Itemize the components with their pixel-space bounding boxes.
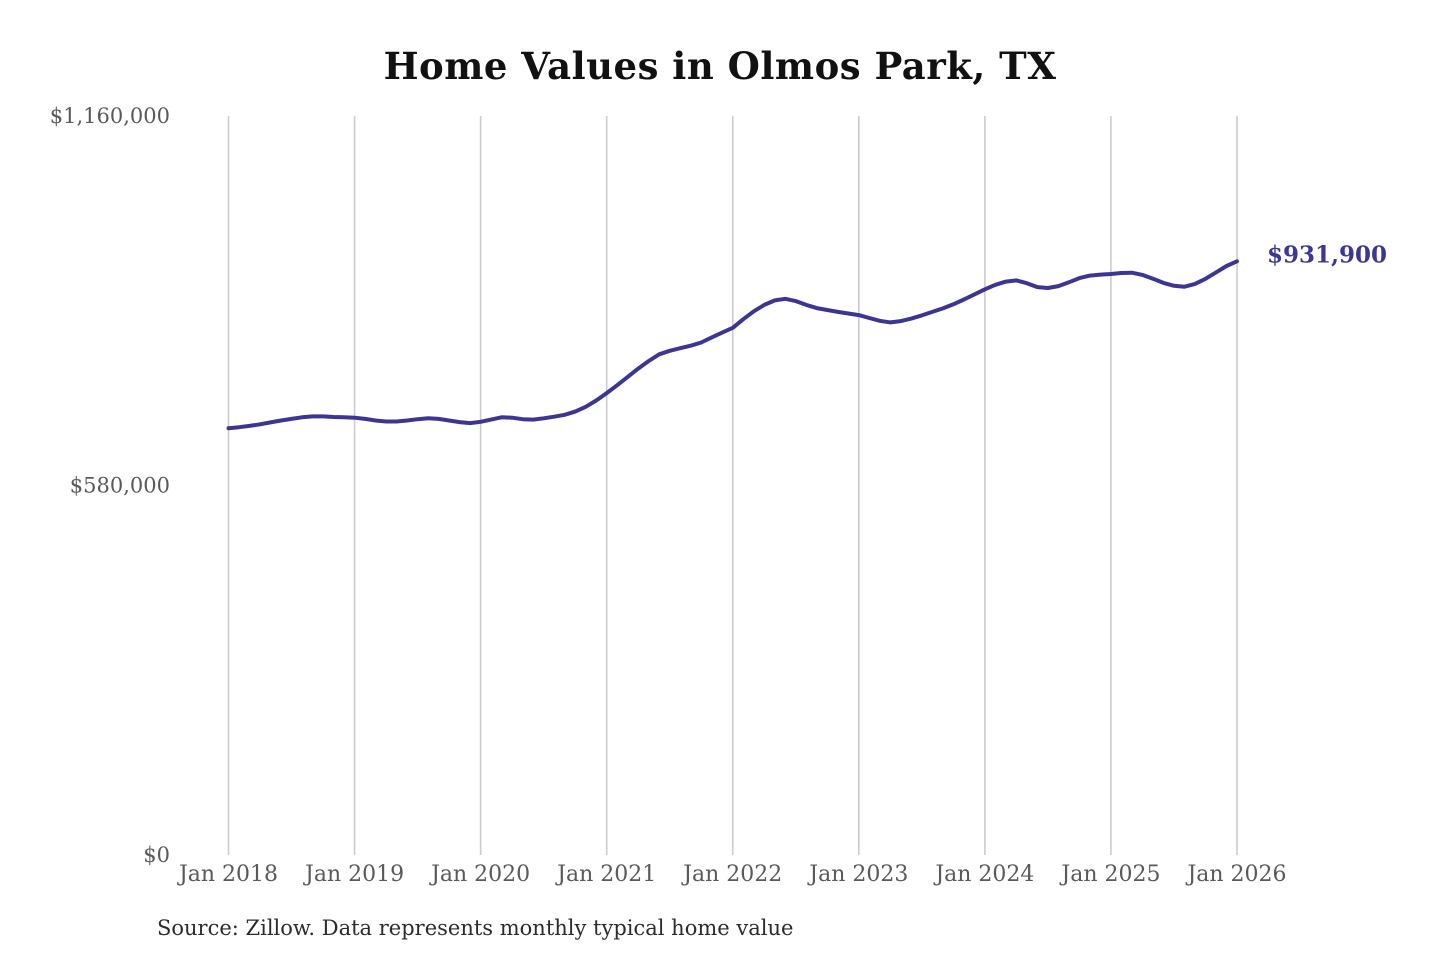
end-value-annotation: $931,900 — [1267, 241, 1387, 268]
x-tick-label-jan-2026: Jan 2026 — [1185, 862, 1286, 887]
x-tick-label-jan-2023: Jan 2023 — [807, 862, 908, 887]
x-tick-label-jan-2022: Jan 2022 — [681, 862, 782, 887]
x-tick-label-jan-2019: Jan 2019 — [303, 862, 404, 887]
x-tick-label-jan-2025: Jan 2025 — [1059, 862, 1160, 887]
y-tick-label-0: $0 — [143, 843, 170, 867]
y-tick-label-580000: $580,000 — [70, 474, 170, 498]
y-tick-label-1160000: $1,160,000 — [50, 104, 170, 128]
chart-title: Home Values in Olmos Park, TX — [383, 44, 1057, 88]
x-tick-label-jan-2024: Jan 2024 — [933, 862, 1034, 887]
y-axis-labels: $0 $580,000 $1,160,000 — [50, 104, 170, 867]
x-axis-labels: Jan 2018 Jan 2019 Jan 2020 Jan 2021 Jan 2022… — [177, 862, 1287, 887]
home-value-line — [226, 259, 1239, 431]
x-tick-label-jan-2021: Jan 2021 — [555, 862, 656, 887]
x-tick-label-jan-2020: Jan 2020 — [429, 862, 530, 887]
source-note: Source: Zillow. Data represents monthly … — [157, 916, 794, 940]
gridlines — [227, 116, 1238, 855]
x-tick-label-jan-2018: Jan 2018 — [177, 862, 278, 887]
